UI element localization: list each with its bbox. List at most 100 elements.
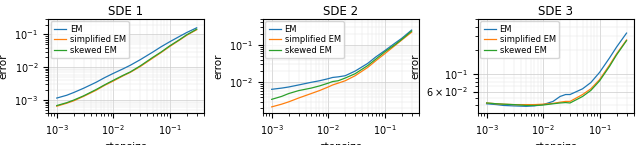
simplified EM — [166, 46, 173, 47]
EM — [483, 103, 490, 105]
simplified EM — [500, 103, 508, 105]
skewed EM — [623, 40, 630, 41]
simplified EM — [483, 102, 490, 104]
EM — [398, 38, 406, 39]
simplified EM — [295, 97, 303, 99]
skewed EM — [119, 74, 127, 76]
simplified EM — [341, 80, 349, 82]
EM — [183, 32, 191, 33]
skewed EM — [372, 58, 380, 60]
skewed EM — [341, 77, 349, 79]
skewed EM — [193, 28, 200, 30]
EM — [307, 81, 315, 83]
simplified EM — [70, 100, 77, 102]
EM — [372, 56, 380, 58]
EM — [53, 97, 61, 99]
EM — [493, 104, 500, 105]
simplified EM — [531, 104, 538, 105]
skewed EM — [483, 102, 490, 104]
Line: simplified EM: simplified EM — [271, 32, 412, 107]
Line: EM: EM — [271, 30, 412, 89]
Line: simplified EM: simplified EM — [486, 40, 627, 105]
EM — [166, 41, 173, 43]
simplified EM — [351, 75, 359, 77]
skewed EM — [540, 104, 547, 106]
EM — [351, 70, 359, 72]
skewed EM — [324, 82, 332, 84]
simplified EM — [334, 82, 342, 84]
skewed EM — [556, 102, 564, 104]
Line: skewed EM: skewed EM — [486, 41, 627, 105]
simplified EM — [316, 90, 323, 91]
simplified EM — [183, 34, 191, 36]
EM — [408, 29, 415, 31]
simplified EM — [324, 86, 332, 88]
skewed EM — [285, 93, 292, 94]
Line: EM: EM — [57, 28, 196, 98]
Y-axis label: error: error — [0, 53, 9, 79]
skewed EM — [127, 71, 134, 73]
skewed EM — [53, 105, 61, 106]
EM — [605, 57, 613, 59]
skewed EM — [295, 90, 303, 91]
simplified EM — [605, 64, 613, 66]
EM — [623, 32, 630, 34]
simplified EM — [509, 104, 517, 105]
EM — [80, 87, 88, 89]
simplified EM — [556, 101, 564, 103]
skewed EM — [80, 95, 88, 97]
EM — [329, 77, 337, 78]
skewed EM — [183, 34, 191, 36]
simplified EM — [587, 88, 595, 90]
EM — [278, 87, 285, 89]
EM — [285, 86, 292, 88]
skewed EM — [176, 39, 184, 40]
skewed EM — [268, 98, 275, 100]
EM — [341, 75, 349, 77]
skewed EM — [587, 90, 595, 91]
skewed EM — [381, 51, 388, 53]
simplified EM — [127, 71, 134, 73]
Line: simplified EM: simplified EM — [57, 30, 196, 106]
skewed EM — [92, 89, 100, 90]
EM — [70, 92, 77, 93]
Legend: EM, simplified EM, skewed EM: EM, simplified EM, skewed EM — [51, 21, 129, 58]
EM — [109, 72, 117, 74]
simplified EM — [493, 103, 500, 105]
EM — [268, 88, 275, 90]
skewed EM — [109, 79, 117, 81]
simplified EM — [100, 85, 108, 86]
simplified EM — [285, 101, 292, 103]
skewed EM — [278, 96, 285, 97]
skewed EM — [562, 102, 570, 103]
EM — [566, 94, 574, 95]
simplified EM — [92, 89, 100, 91]
skewed EM — [493, 103, 500, 105]
EM — [136, 59, 144, 61]
EM — [509, 105, 517, 107]
simplified EM — [307, 93, 315, 94]
Y-axis label: error: error — [214, 53, 224, 79]
skewed EM — [149, 57, 157, 58]
Line: EM: EM — [486, 33, 627, 106]
EM — [92, 81, 100, 83]
simplified EM — [80, 95, 88, 97]
simplified EM — [193, 29, 200, 31]
skewed EM — [408, 30, 415, 32]
EM — [549, 100, 557, 102]
skewed EM — [612, 54, 620, 56]
simplified EM — [109, 80, 117, 82]
skewed EM — [364, 65, 371, 67]
skewed EM — [522, 105, 530, 106]
simplified EM — [278, 103, 285, 105]
skewed EM — [509, 104, 517, 105]
skewed EM — [391, 44, 399, 46]
EM — [500, 105, 508, 106]
Line: skewed EM: skewed EM — [57, 29, 196, 106]
Line: skewed EM: skewed EM — [271, 31, 412, 99]
simplified EM — [53, 105, 61, 107]
skewed EM — [70, 99, 77, 101]
Legend: EM, simplified EM, skewed EM: EM, simplified EM, skewed EM — [481, 21, 559, 58]
simplified EM — [381, 53, 388, 55]
simplified EM — [372, 60, 380, 61]
